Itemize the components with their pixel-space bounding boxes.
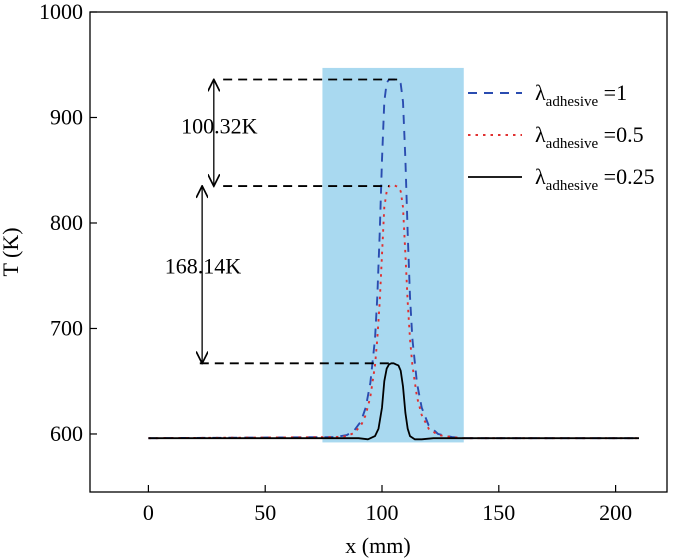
- annotation-label-1: 100.32K: [181, 113, 258, 138]
- x-tick-label-150: 150: [482, 500, 515, 525]
- x-tick-label-50: 50: [254, 500, 276, 525]
- y-tick-label-900: 900: [50, 104, 83, 129]
- annotation-layer: 100.32K 168.14K: [165, 80, 401, 364]
- annotation-label-2: 168.14K: [165, 254, 242, 279]
- x-tick-label-0: 0: [143, 500, 154, 525]
- legend-label-1: λadhesive =1: [535, 80, 627, 110]
- y-axis-label: T (K): [0, 227, 23, 276]
- y-tick-label-1000: 1000: [39, 0, 83, 24]
- x-tick-label-200: 200: [599, 500, 632, 525]
- plot-frame: [89, 11, 668, 493]
- y-tick-label-700: 700: [50, 315, 83, 340]
- y-tick-label-800: 800: [50, 210, 83, 235]
- shaded-region: [322, 67, 464, 443]
- series-line-2: [148, 184, 639, 440]
- x-axis-label: x (mm): [345, 533, 410, 558]
- legend-label-3: λadhesive =0.25: [535, 164, 655, 194]
- series-line-3: [148, 362, 639, 441]
- legend-label-2: λadhesive =0.5: [535, 122, 644, 152]
- legend: λadhesive =1 λadhesive =0.5 λadhesive =0.2…: [468, 80, 655, 194]
- y-tick-label-600: 600: [50, 421, 83, 446]
- ticks-layer: 0 50 100 150 200 600 700 800 900 1000: [39, 0, 632, 525]
- x-tick-label-100: 100: [366, 500, 399, 525]
